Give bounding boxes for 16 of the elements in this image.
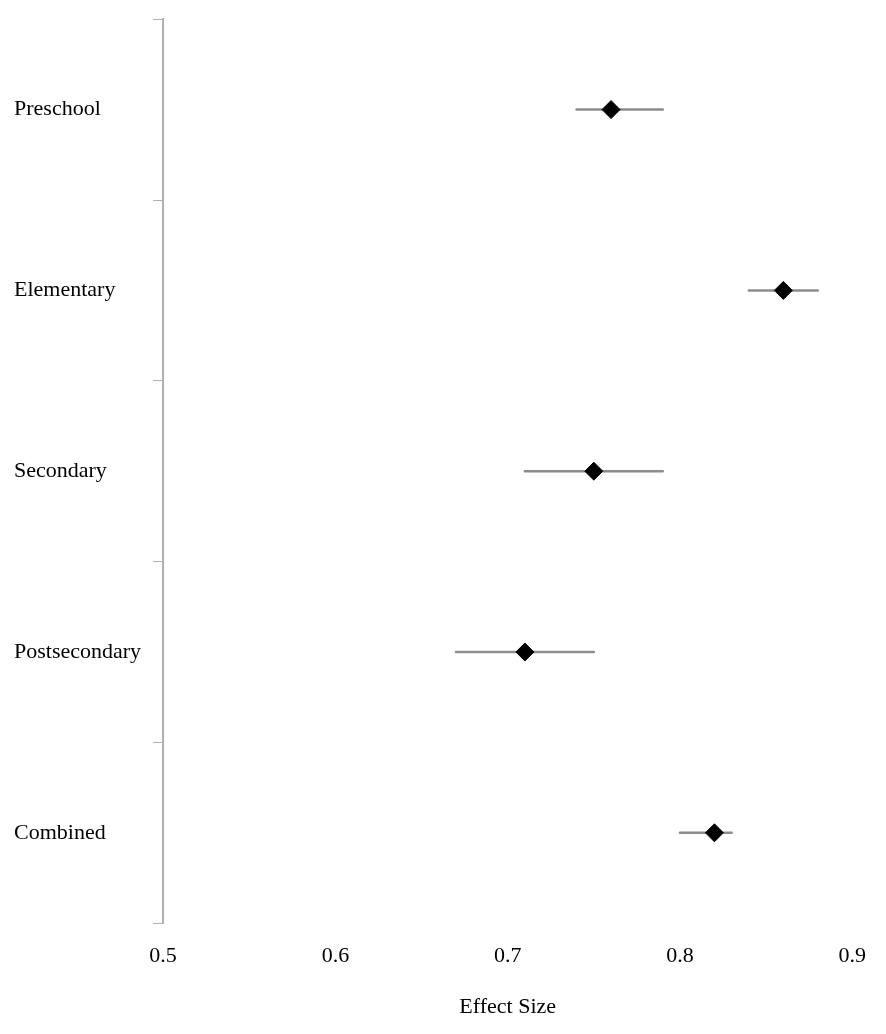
x-tick-label: 0.7 <box>493 942 522 968</box>
point <box>601 100 621 120</box>
x-tick-label: 0.9 <box>838 942 866 968</box>
point <box>704 823 724 843</box>
point <box>584 461 604 481</box>
y-tick-label: Elementary <box>14 276 116 302</box>
x-axis-title: Effect Size <box>459 992 557 1018</box>
y-tick-label: Secondary <box>14 456 107 482</box>
y-tick-label: Preschool <box>14 95 101 121</box>
x-tick-label: 0.5 <box>149 942 177 968</box>
point <box>515 642 535 662</box>
y-tick-label: Combined <box>14 818 106 844</box>
x-tick-label: 0.6 <box>321 942 350 968</box>
x-tick-label: 0.8 <box>666 942 694 968</box>
point <box>773 280 793 300</box>
y-tick-label: Postsecondary <box>14 637 142 663</box>
